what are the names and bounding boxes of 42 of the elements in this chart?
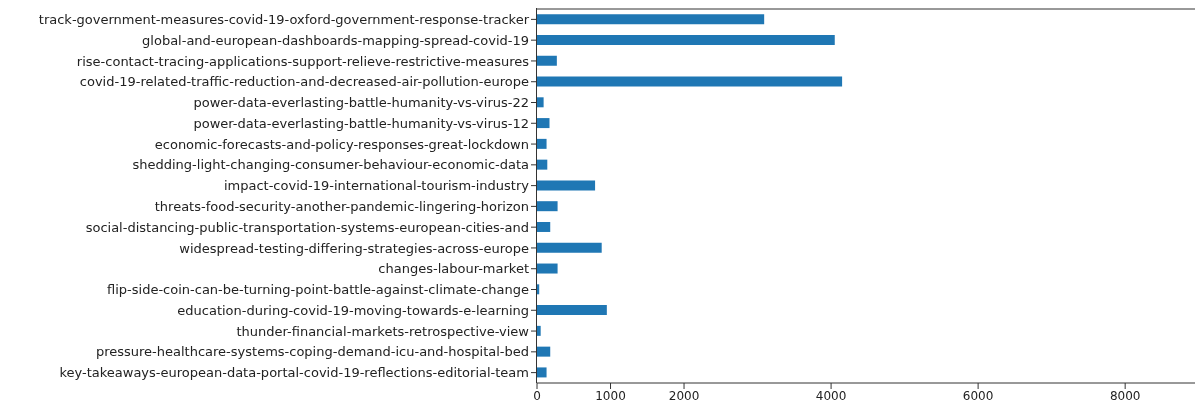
x-tick-label: 6000 xyxy=(962,388,994,403)
bar xyxy=(537,55,557,66)
bar xyxy=(537,325,541,336)
y-tick-label: economic-forecasts-and-policy-responses-great-lockdown xyxy=(154,136,529,152)
bar xyxy=(537,34,835,45)
y-tick-label: track-government-measures-covid-19-oxford-government-response-tracker xyxy=(38,12,530,27)
y-tick-label: widespread-testing-differing-strategies-across-europe xyxy=(179,240,529,256)
y-tick-label: impact-covid-19-international-tourism-industry xyxy=(223,178,530,194)
bar xyxy=(537,263,558,274)
x-tick-label: 4000 xyxy=(815,388,847,403)
y-tick-label: thunder-financial-markets-retrospective-view xyxy=(236,323,530,339)
bar xyxy=(537,201,558,212)
bar xyxy=(537,367,547,378)
y-tick-label: power-data-everlasting-battle-humanity-vs-virus-22 xyxy=(193,95,529,111)
bar xyxy=(537,284,540,295)
bar xyxy=(537,180,596,191)
bar xyxy=(537,221,551,232)
bar xyxy=(537,138,547,149)
bar xyxy=(537,76,843,87)
x-tick-label: 0 xyxy=(533,388,541,403)
x-tick-label: 2000 xyxy=(668,388,700,403)
bar xyxy=(537,14,765,25)
bar xyxy=(537,346,551,357)
x-tick-label: 8000 xyxy=(1109,388,1141,403)
y-tick-label: covid-19-related-traffic-reduction-and-decreased-air-pollution-europe xyxy=(79,74,529,90)
y-tick-label: threats-food-security-another-pandemic-lingering-horizon xyxy=(154,199,529,214)
y-tick-label: education-during-covid-19-moving-towards-e-learning xyxy=(177,302,529,318)
y-tick-label: flip-side-coin-can-be-turning-point-battle-against-climate-change xyxy=(107,282,529,298)
bar xyxy=(537,242,602,253)
bar xyxy=(537,118,550,129)
y-tick-label: shedding-light-changing-consumer-behaviour-economic-data xyxy=(132,157,529,173)
bar xyxy=(537,305,607,316)
y-tick-label: social-distancing-public-transportation-systems-european-cities-and xyxy=(85,219,529,235)
y-tick-label: global-and-european-dashboards-mapping-spread-covid-19 xyxy=(142,32,529,48)
y-tick-label: pressure-healthcare-systems-coping-demand-icu-and-hospital-bed xyxy=(95,344,529,360)
x-tick-label: 1000 xyxy=(595,388,626,403)
y-tick-label: rise-contact-tracing-applications-support-relieve-restrictive-measures xyxy=(76,53,530,69)
bar xyxy=(537,159,548,170)
y-tick-label: key-takeaways-european-data-portal-covid-19-reflections-editorial-team xyxy=(59,365,529,381)
bar xyxy=(537,97,544,108)
y-tick-label: power-data-everlasting-battle-humanity-vs-virus-12 xyxy=(193,115,529,131)
y-tick-label: changes-labour-market xyxy=(378,261,529,277)
